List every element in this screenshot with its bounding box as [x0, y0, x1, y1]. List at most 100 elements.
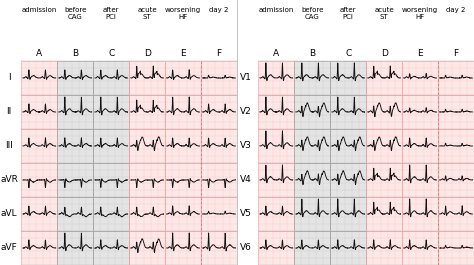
Bar [93, 231, 129, 265]
Bar [129, 197, 165, 231]
Bar [366, 129, 402, 163]
Bar [165, 129, 201, 163]
Text: acute
ST: acute ST [374, 7, 394, 20]
Bar [21, 231, 57, 265]
Text: before
CAG: before CAG [301, 7, 323, 20]
Bar [402, 197, 438, 231]
Text: A: A [36, 49, 42, 58]
Bar [402, 61, 438, 95]
Text: after
PCI: after PCI [340, 7, 356, 20]
Bar [294, 129, 330, 163]
Bar [129, 129, 165, 163]
Text: I: I [8, 73, 10, 82]
Bar [330, 129, 366, 163]
Text: aVL: aVL [0, 210, 17, 218]
Bar [402, 163, 438, 197]
Text: day 2: day 2 [447, 7, 466, 14]
Bar [330, 61, 366, 95]
Bar [57, 197, 93, 231]
Bar [201, 163, 237, 197]
Bar [402, 231, 438, 265]
Bar [294, 95, 330, 129]
Bar [294, 197, 330, 231]
Bar [438, 231, 474, 265]
Text: E: E [180, 49, 186, 58]
Text: admission: admission [259, 7, 294, 14]
Bar [258, 61, 294, 265]
Bar [93, 95, 129, 129]
Text: III: III [5, 142, 13, 151]
Bar [438, 197, 474, 231]
Bar [258, 197, 294, 231]
Bar [21, 61, 57, 95]
Bar [129, 61, 165, 265]
Text: V3: V3 [240, 142, 252, 151]
Bar [258, 129, 294, 163]
Bar [258, 61, 294, 95]
Bar [57, 61, 93, 95]
Bar [294, 163, 330, 197]
Bar [93, 129, 129, 163]
Text: C: C [108, 49, 114, 58]
Bar [366, 61, 402, 265]
Bar [366, 163, 402, 197]
Bar [201, 197, 237, 231]
Bar [294, 61, 330, 265]
Text: D: D [144, 49, 151, 58]
Text: aVR: aVR [0, 175, 18, 184]
Bar [93, 61, 129, 95]
Bar [57, 95, 93, 129]
Bar [93, 61, 129, 265]
Bar [330, 231, 366, 265]
Bar [57, 231, 93, 265]
Bar [258, 163, 294, 197]
Bar [201, 231, 237, 265]
Text: acute
ST: acute ST [137, 7, 157, 20]
Text: II: II [6, 108, 11, 116]
Bar [294, 61, 330, 95]
Bar [21, 129, 57, 163]
Bar [165, 231, 201, 265]
Bar [165, 197, 201, 231]
Bar [366, 231, 402, 265]
Bar [165, 61, 201, 95]
Bar [21, 95, 57, 129]
Text: aVF: aVF [0, 244, 18, 253]
Bar [402, 95, 438, 129]
Bar [129, 61, 165, 95]
Text: before
CAG: before CAG [64, 7, 86, 20]
Bar [21, 61, 57, 265]
Bar [330, 163, 366, 197]
Text: E: E [417, 49, 423, 58]
Text: V5: V5 [240, 210, 252, 218]
Text: B: B [309, 49, 315, 58]
Bar [438, 95, 474, 129]
Bar [165, 95, 201, 129]
Text: V6: V6 [240, 244, 252, 253]
Bar [330, 197, 366, 231]
Bar [366, 197, 402, 231]
Text: after
PCI: after PCI [103, 7, 119, 20]
Text: V1: V1 [240, 73, 252, 82]
Bar [165, 61, 201, 265]
Bar [330, 95, 366, 129]
Bar [438, 163, 474, 197]
Bar [201, 61, 237, 265]
Bar [201, 129, 237, 163]
Bar [438, 129, 474, 163]
Text: V4: V4 [240, 175, 252, 184]
Bar [438, 61, 474, 95]
Bar [93, 163, 129, 197]
Bar [201, 61, 237, 95]
Bar [57, 129, 93, 163]
Bar [402, 61, 438, 265]
Bar [165, 163, 201, 197]
Text: D: D [381, 49, 388, 58]
Bar [258, 95, 294, 129]
Bar [129, 95, 165, 129]
Bar [294, 231, 330, 265]
Bar [129, 231, 165, 265]
Bar [402, 129, 438, 163]
Bar [129, 163, 165, 197]
Bar [21, 163, 57, 197]
